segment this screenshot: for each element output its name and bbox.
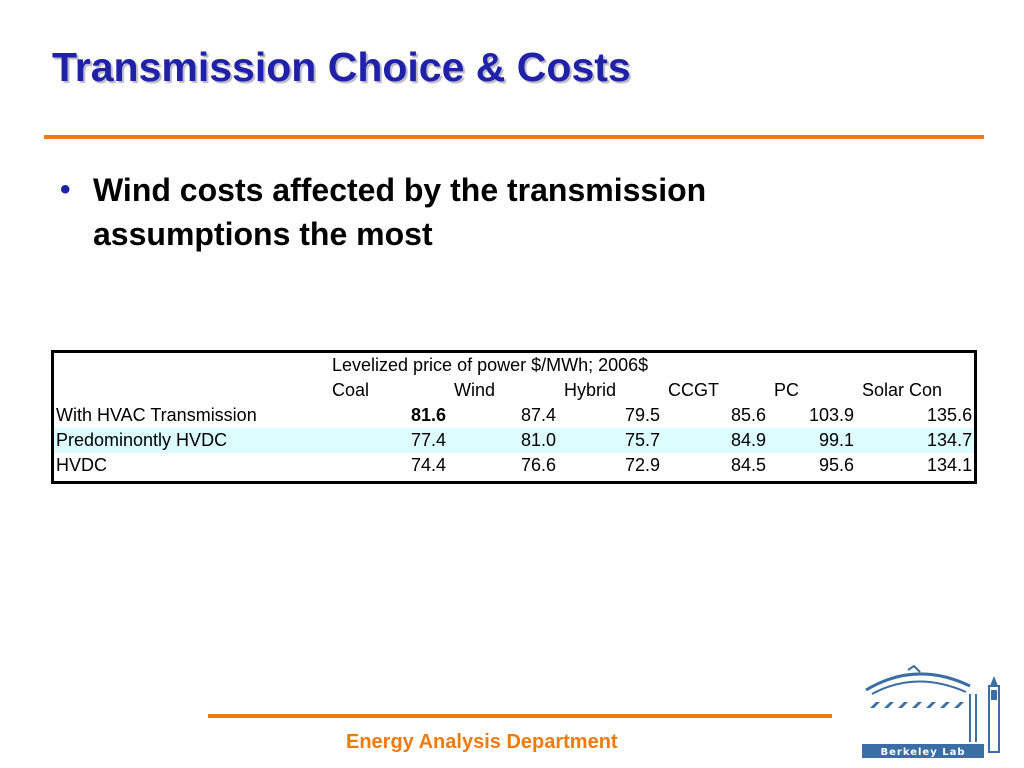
- table-cell: 84.9: [662, 428, 768, 453]
- table-cell: 135.6: [927, 405, 973, 425]
- bullet-item: • Wind costs affected by the transmissio…: [60, 168, 840, 256]
- table-cell: 74.4: [410, 455, 446, 475]
- row-label: With HVAC Transmission: [56, 405, 257, 425]
- column-header-solar-con: Solar Con: [862, 380, 943, 400]
- table-cell: 134.7: [856, 428, 975, 453]
- table-cell: 77.4: [326, 428, 448, 453]
- table-cell: 76.6: [520, 455, 556, 475]
- berkeley-lab-logo: Berkeley Lab: [858, 664, 1006, 760]
- berkeley-lab-logo-icon: Berkeley Lab: [862, 664, 1000, 758]
- table-row: With HVAC Transmission 81.6 87.4 79.5 85…: [54, 403, 974, 428]
- table-row: HVDC 74.4 76.6 72.9 84.5 95.6 134.1: [54, 453, 974, 478]
- column-header-wind: Wind: [454, 380, 496, 400]
- table-caption-row: Levelized price of power $/MWh; 2006$: [54, 353, 974, 378]
- title-divider: [44, 135, 984, 139]
- table-cell: 85.6: [730, 405, 766, 425]
- table-cell: 95.6: [818, 455, 854, 475]
- column-header-hybrid: Hybrid: [564, 380, 617, 400]
- table-cell: 79.5: [624, 405, 660, 425]
- price-table-grid: Levelized price of power $/MWh; 2006$ Co…: [54, 353, 975, 478]
- footer-label: Energy Analysis Department: [346, 731, 618, 753]
- table-cell: 134.1: [927, 455, 973, 475]
- table-caption: Levelized price of power $/MWh; 2006$: [332, 355, 649, 375]
- table-header-row: Coal Wind Hybrid CCGT PC Solar Con: [54, 378, 974, 403]
- table-cell: 75.7: [558, 428, 662, 453]
- table-cell: 72.9: [624, 455, 660, 475]
- column-header-ccgt: CCGT: [668, 380, 719, 400]
- table-cell: 99.1: [768, 428, 856, 453]
- bullet-text: Wind costs affected by the transmission …: [93, 172, 707, 252]
- table-row: Predominontly HVDC 77.4 81.0 75.7 84.9 9…: [54, 428, 975, 453]
- column-header-coal: Coal: [332, 380, 370, 400]
- table-cell: 81.0: [448, 428, 558, 453]
- table-cell: 81.6: [410, 405, 446, 425]
- price-table: Levelized price of power $/MWh; 2006$ Co…: [51, 350, 977, 484]
- bullet-symbol: •: [60, 173, 71, 206]
- column-header-pc: PC: [774, 380, 800, 400]
- row-label: HVDC: [56, 455, 108, 475]
- table-cell: 87.4: [520, 405, 556, 425]
- logo-text: Berkeley Lab: [881, 747, 966, 758]
- footer-divider: [208, 714, 832, 718]
- table-cell: 84.5: [730, 455, 766, 475]
- row-label: Predominontly HVDC: [54, 428, 326, 453]
- slide-title: Transmission Choice & Costs: [52, 44, 631, 90]
- table-cell: 103.9: [808, 405, 854, 425]
